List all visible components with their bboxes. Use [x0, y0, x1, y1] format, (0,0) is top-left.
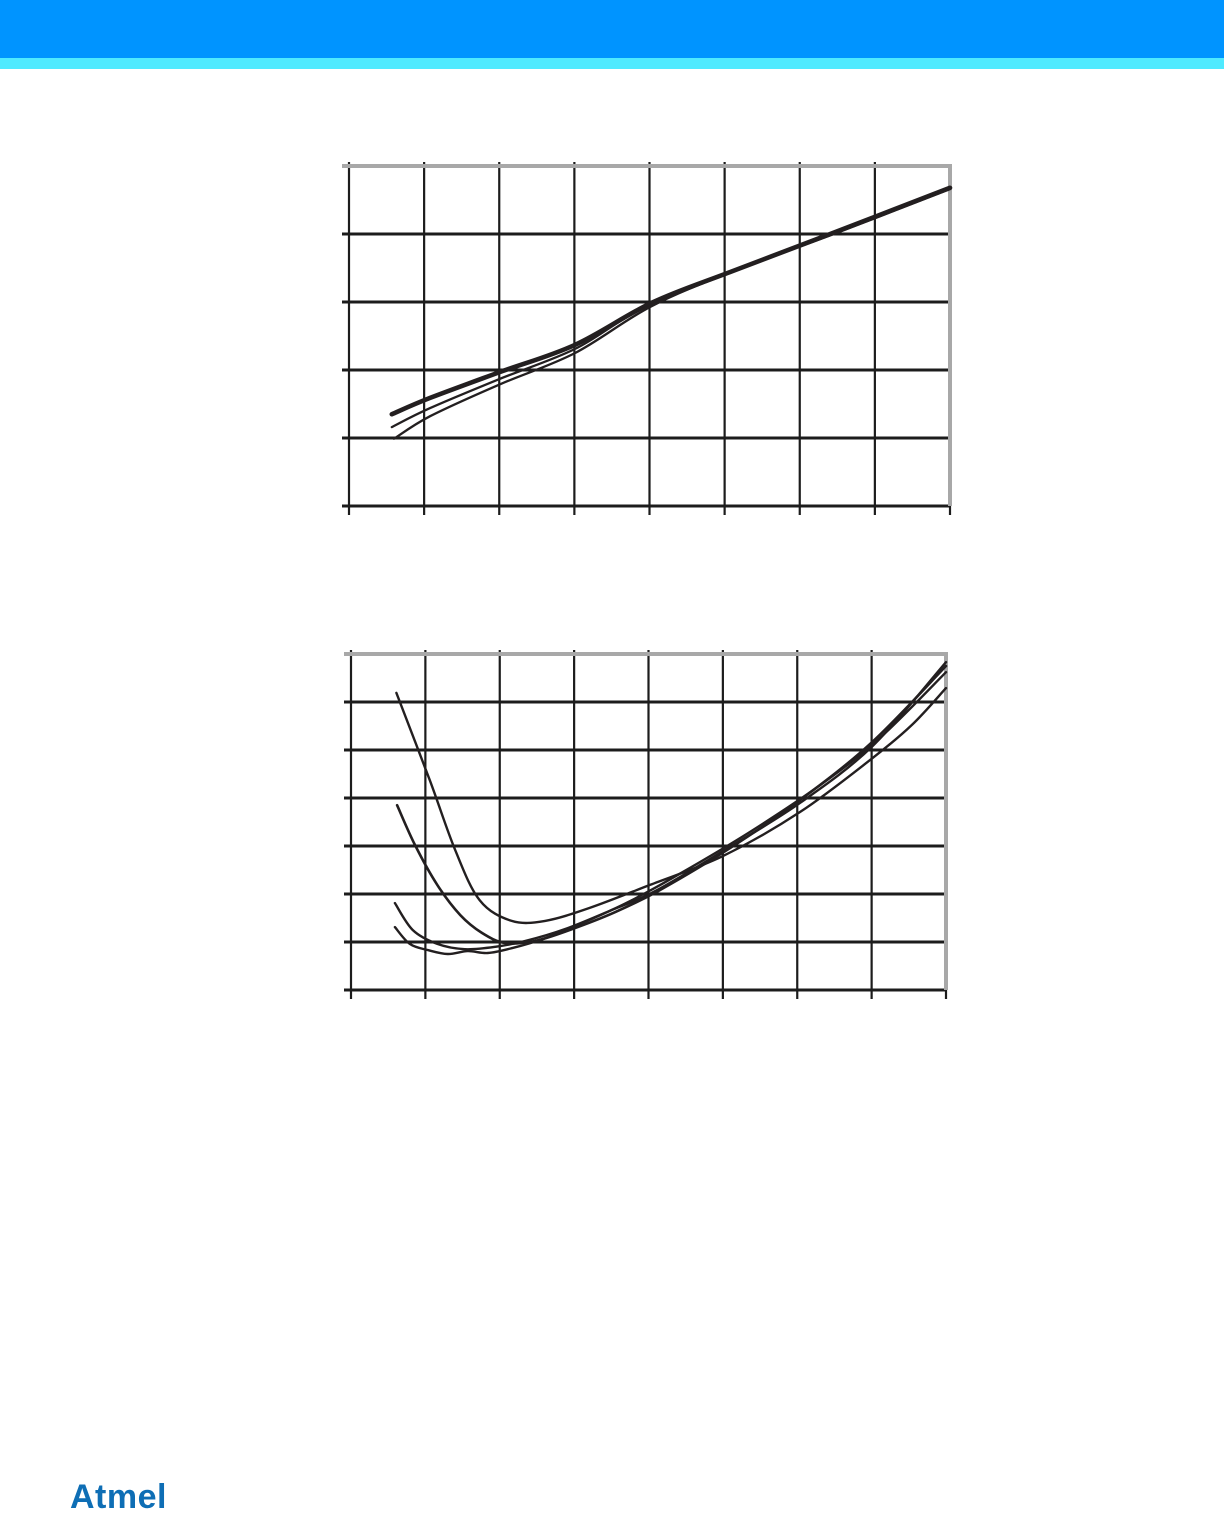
- curve-3: [392, 187, 952, 440]
- header-accent-stripe: [0, 58, 1224, 69]
- curve-2: [395, 664, 948, 945]
- chart-top-line-graph: [335, 152, 964, 520]
- chart-bottom-line-graph: [337, 640, 960, 1004]
- chart-canvas: [344, 650, 948, 999]
- curve-2: [390, 187, 952, 429]
- curve-4: [393, 671, 948, 956]
- curve-3: [393, 661, 948, 951]
- curve-1: [395, 686, 948, 925]
- header-bar: [0, 0, 1224, 58]
- atmel-logo: Atmel: [70, 1478, 167, 1513]
- chart-canvas: [342, 162, 953, 515]
